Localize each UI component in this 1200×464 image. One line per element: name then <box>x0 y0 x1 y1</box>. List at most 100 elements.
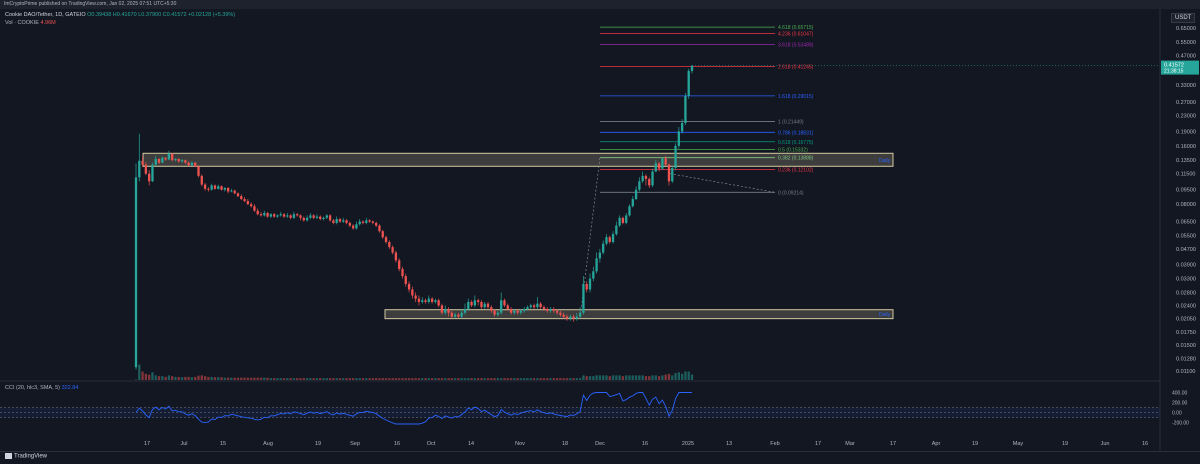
x-tick-label: Oct <box>427 441 436 447</box>
volume-bar <box>358 378 361 380</box>
y-tick-label: 0.33000 <box>1176 83 1196 89</box>
candle-body <box>394 252 398 261</box>
fib-level-label: 0.618 (0.16775) <box>778 140 814 146</box>
volume-bar <box>151 372 154 380</box>
volume-bar <box>592 376 595 380</box>
volume-bar <box>292 378 296 380</box>
candle-body <box>381 231 384 238</box>
volume-bar <box>526 378 529 380</box>
volume-bar <box>628 375 631 380</box>
candle-body <box>223 187 226 190</box>
volume-bar <box>355 378 358 380</box>
x-tick-label: 17 <box>815 441 821 447</box>
volume-bar <box>483 378 486 380</box>
last-price-label: 0.41572 <box>1164 63 1184 69</box>
candle-body <box>200 175 203 185</box>
candle-body <box>401 268 404 277</box>
volume-bar <box>138 364 141 380</box>
volume-bar <box>197 375 200 380</box>
candle-body <box>161 157 164 163</box>
volume-bar <box>345 378 348 380</box>
volume-bar <box>529 378 532 380</box>
volume-bar <box>509 378 513 380</box>
candle-body <box>351 225 355 229</box>
candle-body <box>315 216 319 218</box>
candle-body <box>296 214 299 216</box>
candle-body <box>444 308 447 313</box>
ohlc-values: O0.39438 H0.41670 L0.37900 C0.41572 +0.0… <box>87 12 236 18</box>
x-tick-label: Apr <box>932 441 941 447</box>
candle-body <box>378 225 381 232</box>
support-zone <box>384 309 894 320</box>
symbol-name: Cookie DAO/Tether, 1D, GATEIO <box>5 12 86 18</box>
volume-bar <box>631 375 634 380</box>
volume-bar <box>427 378 430 380</box>
volume-bar <box>187 376 190 380</box>
candle-body <box>684 95 687 124</box>
candle-body <box>184 160 187 163</box>
candle-body <box>555 310 559 313</box>
volume-bar <box>490 378 493 380</box>
volume-bar <box>203 376 207 380</box>
y-tick-label: 0.09500 <box>1176 188 1196 194</box>
volume-value: 4.96M <box>40 20 56 26</box>
volume-bar <box>305 378 309 380</box>
candle-body <box>312 215 315 218</box>
volume-bar <box>259 377 263 380</box>
candle-body <box>194 162 197 167</box>
volume-bar <box>618 375 621 380</box>
candle-body <box>213 185 217 189</box>
volume-bar <box>171 376 174 380</box>
candle-body <box>375 222 378 226</box>
candle-body <box>391 247 394 253</box>
volume-bar <box>223 377 226 380</box>
volume-bar <box>453 378 457 380</box>
candle-body <box>305 217 309 221</box>
volume-label: Vol · COOKIE <box>5 20 39 26</box>
candle-body <box>503 300 506 306</box>
volume-bar <box>430 378 434 380</box>
volume-bar <box>667 373 671 380</box>
volume-bar <box>424 378 427 380</box>
y-tick-label: 0.03300 <box>1176 277 1196 283</box>
candle-body <box>414 295 417 299</box>
cci-tick-label: -200.00 <box>1172 421 1189 427</box>
fib-level-label: 4.236 (0.61047) <box>778 31 814 37</box>
candle-body <box>226 187 230 192</box>
candle-body <box>328 215 332 221</box>
volume-bar <box>565 378 569 380</box>
fib-trend-line <box>579 157 601 319</box>
volume-bar <box>500 378 503 380</box>
volume-bar <box>578 378 582 380</box>
volume-bar <box>230 377 233 380</box>
volume-bar <box>144 373 148 380</box>
x-tick-label: Feb <box>770 441 779 447</box>
candle-body <box>509 308 513 313</box>
volume-bar <box>602 375 605 380</box>
cci-line <box>135 392 692 425</box>
tradingview-logo[interactable]: TradingView <box>5 453 47 460</box>
candle-body <box>552 308 555 311</box>
currency-button[interactable]: USDT <box>1171 13 1196 23</box>
volume-bar <box>549 378 552 380</box>
y-tick-label: 0.19000 <box>1176 129 1196 135</box>
x-tick-label: 14 <box>468 441 474 447</box>
y-tick-label: 0.16000 <box>1176 144 1196 150</box>
price-chart[interactable]: 0.650000.550000.470000.390000.330000.270… <box>0 0 1200 451</box>
volume-bar <box>496 378 500 380</box>
volume-bar <box>332 378 335 380</box>
volume-bar <box>598 375 602 380</box>
volume-bar <box>375 378 378 380</box>
volume-bar <box>365 378 368 380</box>
candle-body <box>167 153 171 160</box>
candle-body <box>230 190 233 192</box>
y-tick-label: 0.02400 <box>1176 303 1196 309</box>
volume-bar <box>325 378 328 380</box>
candle-body <box>220 186 223 190</box>
volume-bar <box>467 378 470 380</box>
volume-bar <box>542 378 546 380</box>
volume-bar <box>279 378 282 380</box>
x-tick-label: Aug <box>263 441 273 447</box>
volume-bar <box>588 376 592 380</box>
candle-body <box>325 215 328 218</box>
